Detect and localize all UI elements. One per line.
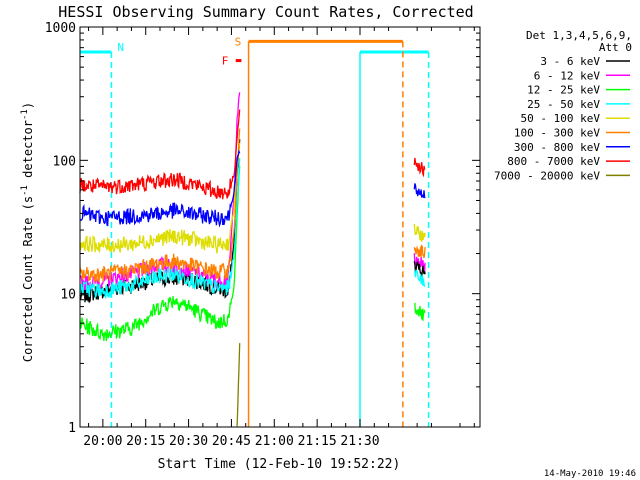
late-series-line [414,302,426,321]
series-line-7000-20000keV [236,343,241,427]
late-series-line [413,244,426,259]
y-tick-label: 1000 [45,21,76,36]
footer-date: 14-May-2010 19:46 [544,469,636,479]
series-line-6-12keV [79,92,241,291]
x-tick-label: 20:00 [83,434,122,449]
late-series-line [413,157,426,178]
plot-frame [79,26,481,428]
series-line-300-800keV [79,149,241,228]
late-series-line [413,183,426,199]
x-tick-label: 21:30 [340,434,379,449]
night-label: N [117,41,124,54]
legend-label: 12 - 25 keV [527,84,600,97]
series-line-100-300keV [79,128,241,283]
x-tick-label: 21:00 [255,434,294,449]
x-tick-label: 21:15 [298,434,337,449]
legend-label: 25 - 50 keV [527,98,600,111]
legend-label: 50 - 100 keV [521,112,601,125]
x-tick-label: 20:30 [169,434,208,449]
legend-header-line-2: Att 0 [599,41,632,54]
x-tick-label: 20:15 [126,434,165,449]
legend-label: 6 - 12 keV [534,69,601,82]
x-axis-label: Start Time (12-Feb-10 19:52:22) [158,457,401,472]
series-line-50-100keV [79,142,241,254]
late-series-line [413,223,426,242]
y-tick-label: 10 [60,288,76,303]
flare-label: F [222,55,229,68]
y-tick-label: 1 [68,421,76,436]
series-line-12-25keV [79,165,241,342]
legend-label: 3 - 6 keV [540,55,600,68]
x-tick-label: 20:45 [212,434,251,449]
y-tick-label: 100 [53,154,76,169]
y-axis: 1 10 100 1000 [45,21,480,436]
series-line-800-7000keV [79,109,241,200]
late-series-line [413,269,426,287]
late-series-line [413,261,426,277]
chart-title: HESSI Observing Summary Count Rates, Cor… [58,3,473,21]
legend-label: 7000 - 20000 keV [494,169,600,182]
plot-area: N SF [79,35,430,427]
legend-label: 300 - 800 keV [514,141,600,154]
series-line-25-50keV [79,157,241,299]
x-axis: 20:00 20:15 20:30 20:45 21:00 21:15 21:30 [83,27,475,449]
legend-label: 800 - 7000 keV [507,155,600,168]
y-axis-label: Corrected Count Rate (s-1 detector-1) [20,102,35,362]
legend-header-line-1: Det 1,3,4,5,6,9, [526,29,632,42]
legend-label: 100 - 300 keV [514,127,600,140]
saa-label: S [235,35,242,48]
